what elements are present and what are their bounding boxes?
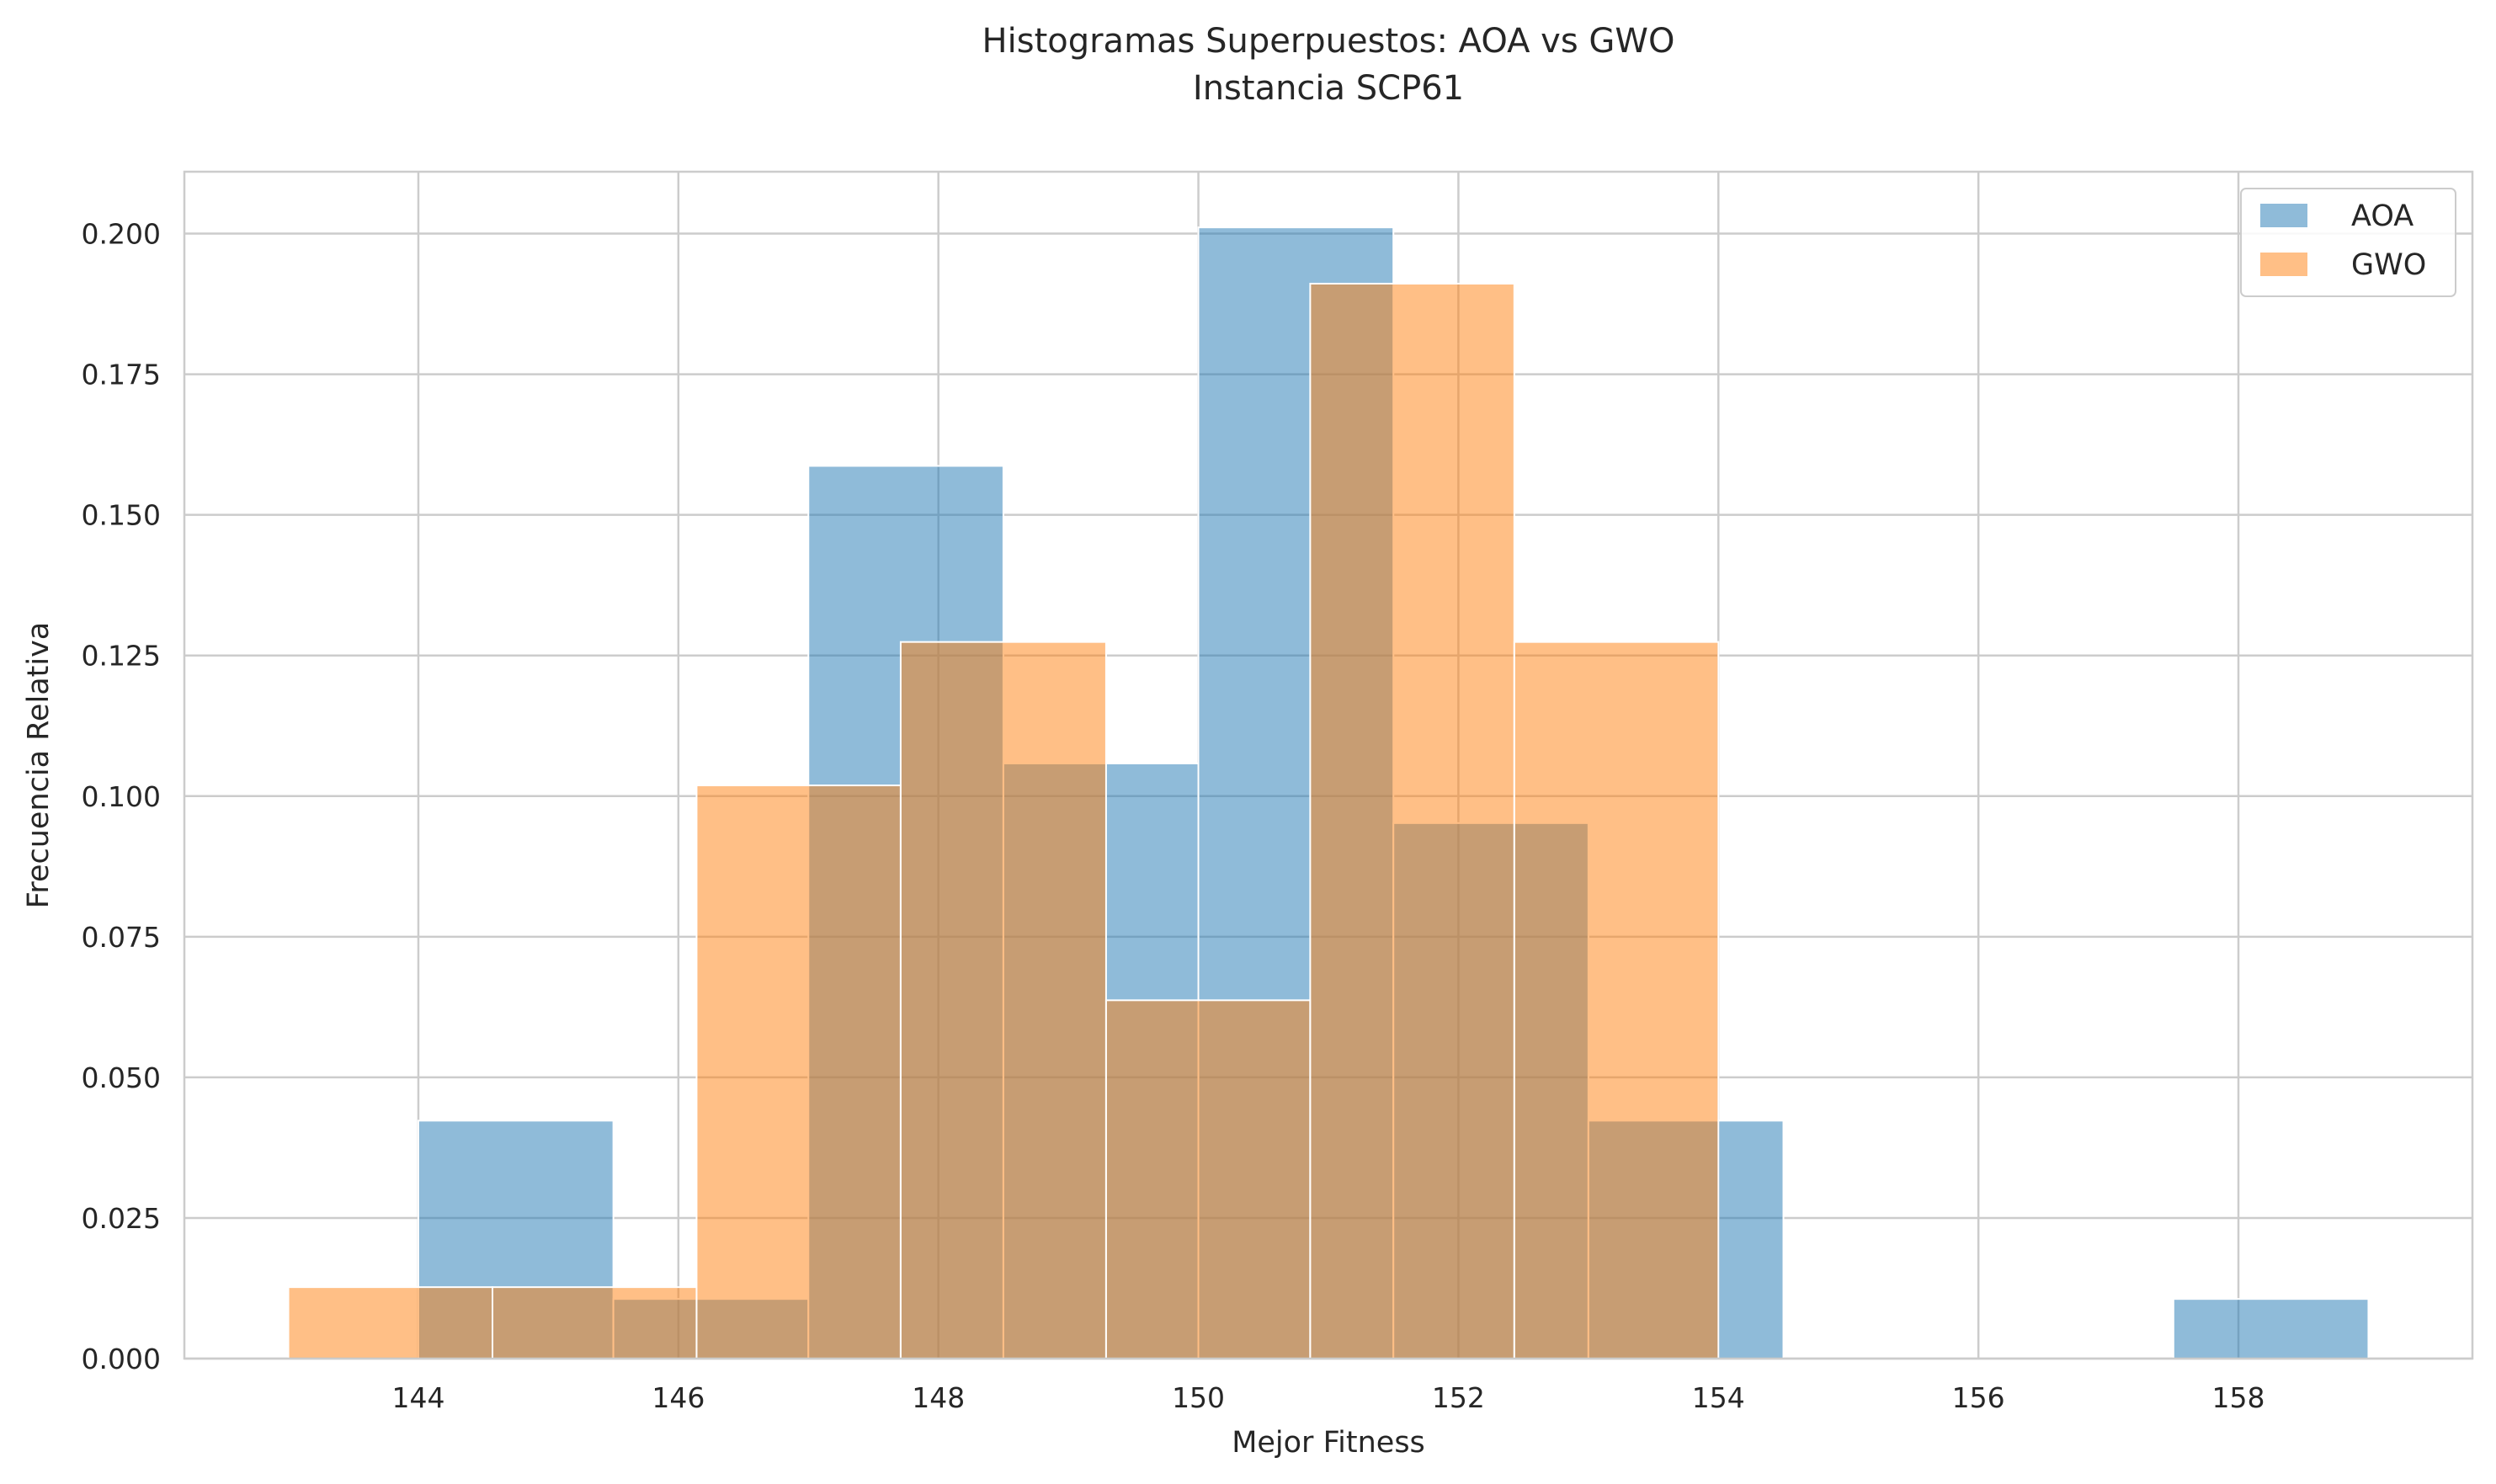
legend-swatch-aoa bbox=[2260, 204, 2307, 227]
bar-gwo bbox=[1513, 641, 1720, 1359]
bar-gwo bbox=[1309, 282, 1515, 1359]
y-tick-label: 0.050 bbox=[82, 1061, 161, 1094]
y-tick-label: 0.000 bbox=[82, 1343, 161, 1375]
y-tick-label: 0.175 bbox=[82, 359, 161, 391]
x-tick-labels: 144 146 148 150 152 154 156 158 bbox=[391, 1381, 2264, 1414]
legend-label-gwo: GWO bbox=[2351, 248, 2426, 282]
legend: AOA GWO bbox=[2240, 188, 2456, 297]
legend-swatch-gwo bbox=[2260, 253, 2307, 276]
series-gwo-bars bbox=[287, 282, 1720, 1359]
chart-title-line-2: Instancia SCP61 bbox=[1193, 69, 1464, 108]
y-tick-label: 0.100 bbox=[82, 780, 161, 813]
bar-gwo bbox=[899, 641, 1107, 1359]
bar-aoa bbox=[2172, 1298, 2370, 1360]
y-tick-label: 0.150 bbox=[82, 499, 161, 532]
x-tick-label: 144 bbox=[391, 1381, 444, 1414]
bar-gwo bbox=[492, 1286, 698, 1359]
bar-gwo bbox=[695, 785, 902, 1359]
x-axis-label: Mejor Fitness bbox=[1232, 1426, 1425, 1460]
x-tick-label: 148 bbox=[912, 1381, 965, 1414]
y-axis-label: Frecuencia Relativa bbox=[22, 622, 56, 908]
legend-label-aoa: AOA bbox=[2351, 199, 2414, 233]
y-tick-label: 0.125 bbox=[82, 640, 161, 673]
y-tick-label: 0.075 bbox=[82, 921, 161, 954]
y-tick-label: 0.025 bbox=[82, 1202, 161, 1235]
x-tick-label: 152 bbox=[1432, 1381, 1485, 1414]
x-tick-label: 158 bbox=[2212, 1381, 2265, 1414]
y-tick-label: 0.200 bbox=[82, 218, 161, 251]
bar-gwo bbox=[1104, 999, 1312, 1359]
bar-gwo bbox=[287, 1286, 494, 1359]
y-tick-labels: 0.000 0.025 0.050 0.075 0.100 0.125 0.150 0.175… bbox=[82, 218, 161, 1375]
x-tick-label: 150 bbox=[1172, 1381, 1225, 1414]
x-tick-label: 156 bbox=[1952, 1381, 2005, 1414]
plot-area: 144 146 148 150 152 154 156 158 0.000 0.025 0.050… bbox=[82, 170, 2474, 1414]
x-tick-label: 146 bbox=[652, 1381, 705, 1414]
chart-title-line-1: Histogramas Superpuestos: AOA vs GWO bbox=[982, 22, 1675, 61]
plot-frame bbox=[183, 170, 2474, 1360]
x-tick-label: 154 bbox=[1692, 1381, 1745, 1414]
